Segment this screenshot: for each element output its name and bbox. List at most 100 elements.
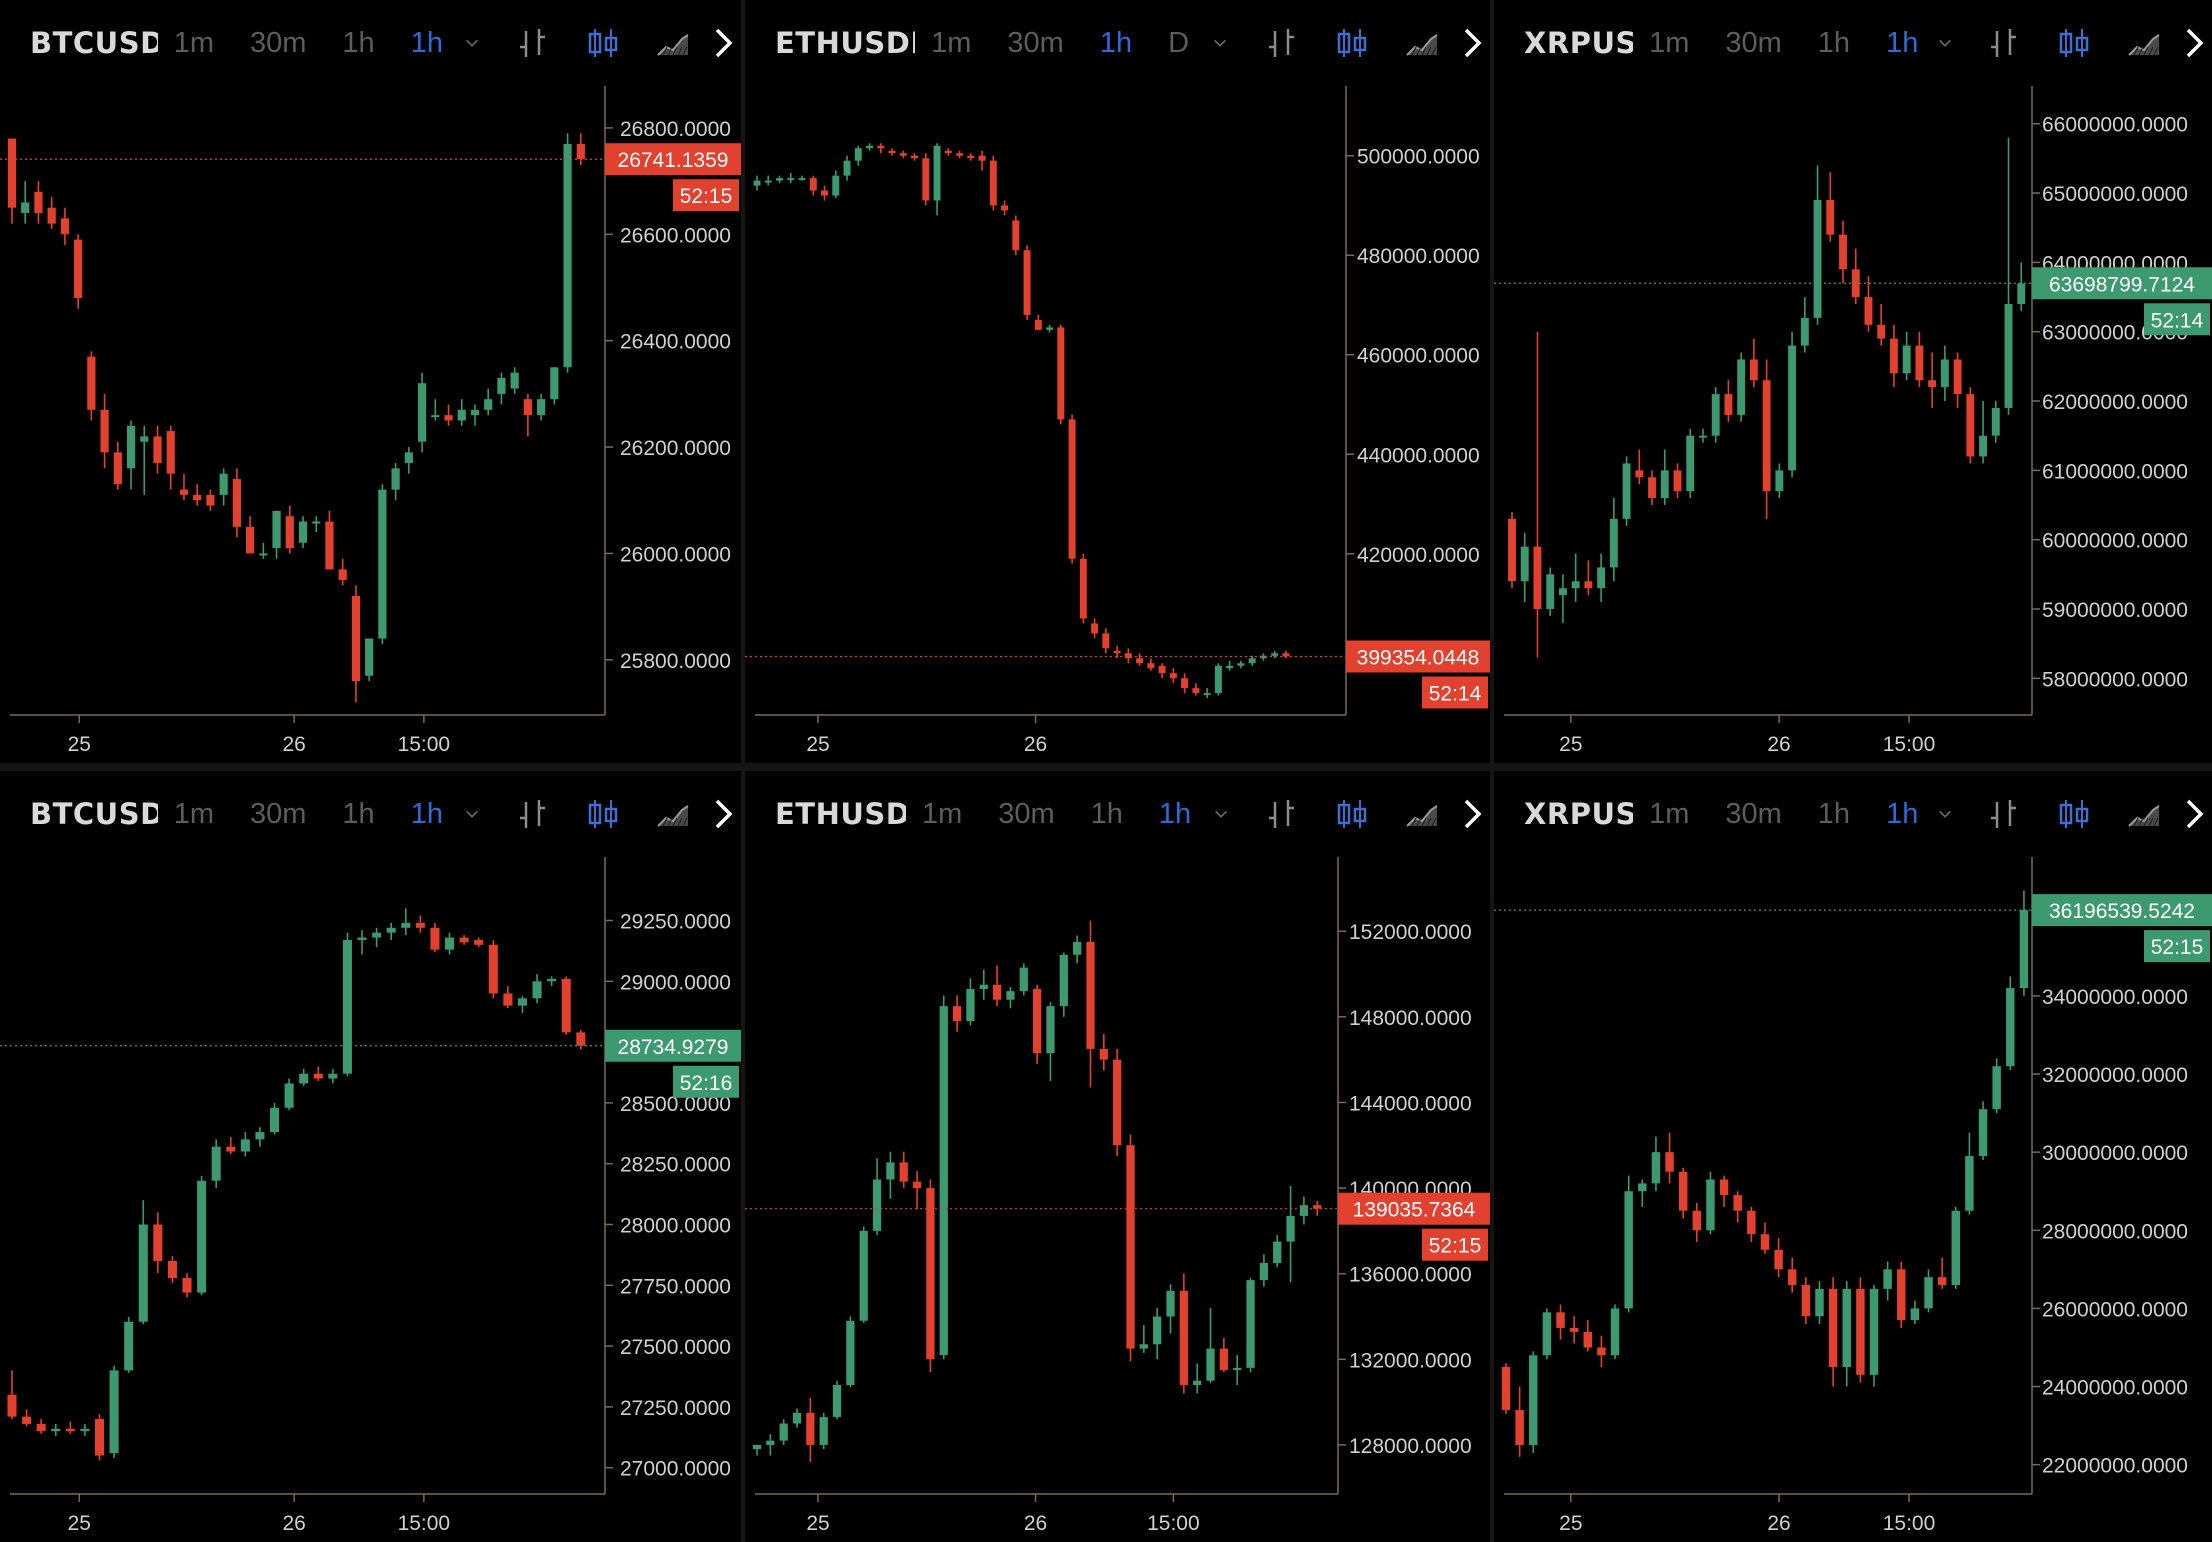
candlestick-icon[interactable] (2056, 794, 2092, 834)
timeframe-1h[interactable]: 1h (1090, 797, 1123, 830)
price-tick-label: 27250.0000 (620, 1397, 731, 1420)
price-tick-label: 60000000.0000 (2042, 530, 2188, 553)
timeframe-30m[interactable]: 30m (250, 797, 307, 830)
candle-body (1733, 1195, 1742, 1211)
timeframe-1h[interactable]: 1h (410, 797, 443, 830)
timeframe-30m[interactable]: 30m (1725, 26, 1782, 59)
candlestick-chart[interactable]: 66000000.000065000000.000064000000.00006… (1494, 86, 2212, 763)
timeframe-1m[interactable]: 1m (921, 797, 963, 830)
timeframe-1h[interactable]: 1h (1886, 26, 1919, 59)
bar-chart-icon[interactable] (1986, 794, 2022, 834)
symbol-name[interactable]: ETHUSDLONG (775, 26, 915, 60)
timeframe-30m[interactable]: 30m (1725, 797, 1782, 830)
price-tick-label: 58000000.0000 (2042, 668, 2188, 691)
chevron-down-icon[interactable] (1932, 794, 1958, 834)
timeframe-d[interactable]: D (1168, 26, 1190, 59)
candle-body (284, 1083, 294, 1108)
chevron-down-icon[interactable] (1932, 23, 1958, 63)
area-chart-icon[interactable] (2126, 794, 2162, 834)
area-chart-icon[interactable] (655, 794, 691, 834)
bar-chart-icon[interactable] (1264, 794, 1300, 834)
timeframe-1m[interactable]: 1m (1649, 26, 1690, 59)
candle-body (391, 468, 400, 490)
candle-body (1665, 1152, 1674, 1172)
bar-chart-icon[interactable] (515, 794, 551, 834)
candle-body (1113, 1059, 1122, 1146)
chevron-right-icon[interactable] (705, 794, 741, 834)
timeframe-1m[interactable]: 1m (173, 26, 214, 59)
chevron-right-icon[interactable] (2176, 23, 2212, 63)
area-chart-icon[interactable] (2126, 23, 2162, 63)
candlestick-chart[interactable]: 152000.0000148000.0000144000.0000140000.… (745, 857, 1490, 1542)
bar-chart-icon[interactable] (1986, 23, 2022, 63)
candle-body (1842, 1288, 1851, 1367)
candle-body (1699, 435, 1707, 438)
chevron-right-icon[interactable] (1454, 794, 1490, 834)
countdown-badge (2144, 930, 2210, 963)
timeframe-1h[interactable]: 1h (1817, 797, 1851, 830)
candlestick-chart[interactable]: 26800.0000 26600.0000 26400.0000 26200.0000… (0, 86, 741, 763)
candlestick-icon[interactable] (1334, 23, 1370, 63)
candle-body (94, 1419, 105, 1456)
candle-body (1073, 941, 1082, 955)
timeframe-1h[interactable]: 1h (1158, 797, 1192, 830)
timeframe-1h[interactable]: 1h (342, 797, 375, 830)
timeframe-1h[interactable]: 1h (410, 26, 443, 59)
timeframe-1m[interactable]: 1m (931, 26, 972, 59)
panel-divider-vertical (1490, 0, 1494, 1542)
symbol-name[interactable]: ETHUSDSHORT (775, 797, 906, 831)
area-chart-icon[interactable] (1404, 794, 1440, 834)
symbol-name[interactable]: BTCUSDLONG (30, 26, 158, 60)
chevron-down-icon[interactable] (1203, 23, 1236, 63)
candle-body (444, 415, 453, 421)
candle-body (386, 927, 396, 933)
candle-body (138, 1224, 148, 1322)
last-price-label: 63698799.7124 (2049, 273, 2195, 296)
chevron-right-icon[interactable] (705, 23, 741, 63)
candle-body (1839, 234, 1847, 270)
timeframe-1h[interactable]: 1h (1099, 26, 1133, 59)
candle-body (1181, 678, 1189, 689)
candle-body (219, 473, 228, 495)
candle-body (401, 922, 411, 928)
candle-body (1091, 623, 1099, 634)
timeframe-1h[interactable]: 1h (342, 26, 375, 59)
chevron-down-icon[interactable] (457, 23, 487, 63)
timeframe-1m[interactable]: 1m (1649, 797, 1690, 830)
candle-body (859, 1230, 868, 1321)
area-chart-icon[interactable] (655, 23, 691, 63)
candlestick-icon[interactable] (1334, 794, 1370, 834)
candle-body (226, 1146, 236, 1152)
candle-body (753, 180, 761, 186)
countdown-badge (1422, 676, 1488, 709)
candle-body (51, 1428, 61, 1432)
chevron-right-icon[interactable] (1454, 23, 1490, 63)
symbol-name[interactable]: XRPUSDSHORT (1524, 797, 1634, 831)
symbol-name[interactable]: XRPUSDLONG (1524, 26, 1634, 60)
candlestick-icon[interactable] (585, 23, 621, 63)
bar-chart-icon[interactable] (1264, 23, 1300, 63)
last-price-label: 28734.9279 (618, 1036, 729, 1059)
timeframe-1m[interactable]: 1m (173, 797, 214, 830)
timeframe-30m[interactable]: 30m (1007, 26, 1064, 59)
candle-body (1648, 477, 1656, 499)
candlestick-icon[interactable] (585, 794, 621, 834)
candle-body (488, 944, 498, 994)
candlestick-chart[interactable]: 500000.0000 480000.0000 460000.0000 440000.… (745, 86, 1490, 763)
timeframe-30m[interactable]: 30m (998, 797, 1055, 830)
chevron-down-icon[interactable] (1205, 794, 1236, 834)
candle-body (1787, 1269, 1797, 1285)
candle-body (1501, 1367, 1511, 1410)
timeframe-30m[interactable]: 30m (250, 26, 307, 59)
symbol-name[interactable]: BTCUSDSHORT (30, 797, 158, 831)
timeframe-1h[interactable]: 1h (1886, 797, 1919, 830)
candle-body (563, 143, 572, 368)
chevron-right-icon[interactable] (2176, 794, 2212, 834)
candlestick-chart[interactable]: 34000000.0000 32000000.0000 30000000.0000 2… (1494, 857, 2212, 1542)
candlestick-chart[interactable]: 29250.000029000.000028750.000028500.0000… (0, 857, 741, 1542)
candlestick-icon[interactable] (2056, 23, 2092, 63)
area-chart-icon[interactable] (1404, 23, 1440, 63)
chevron-down-icon[interactable] (457, 794, 487, 834)
timeframe-1h[interactable]: 1h (1817, 26, 1851, 59)
bar-chart-icon[interactable] (515, 23, 551, 63)
